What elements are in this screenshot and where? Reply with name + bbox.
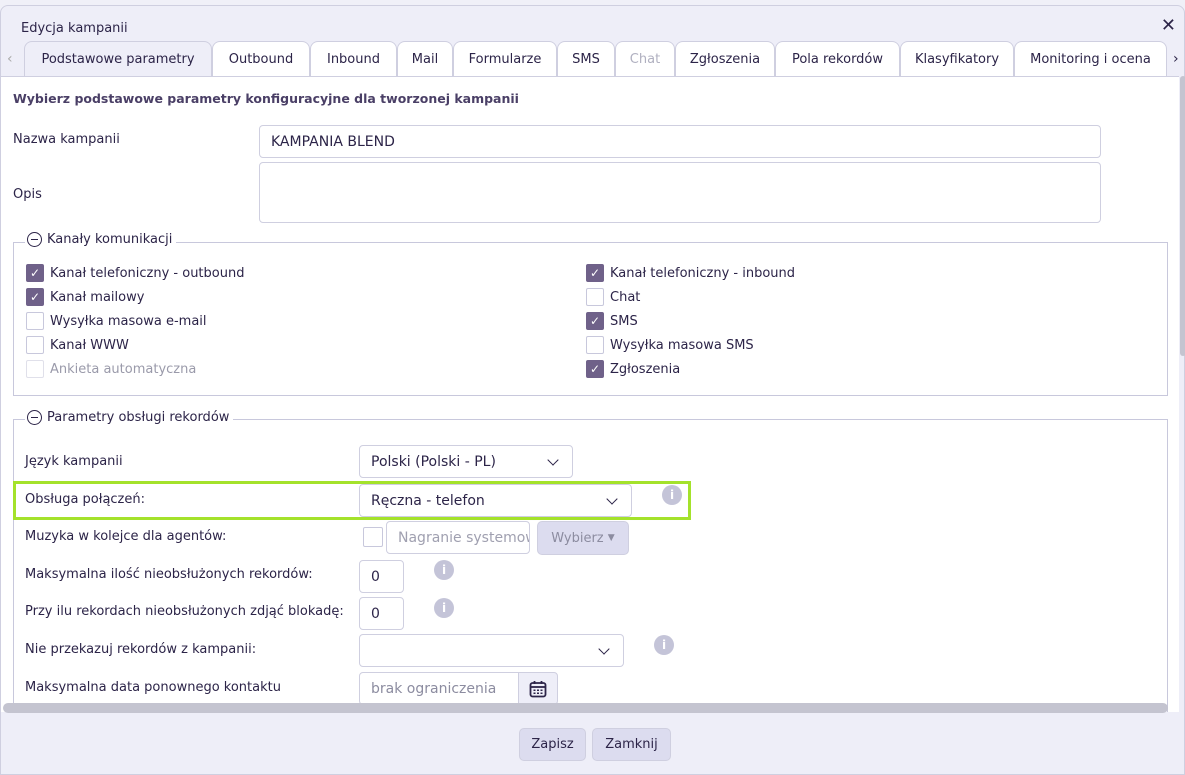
campaign-name-label: Nazwa kampanii (13, 132, 120, 147)
caret-down-icon: ▼ (607, 533, 615, 543)
checkbox-label: Chat (610, 289, 641, 305)
tab-inbound[interactable]: Inbound (310, 41, 397, 77)
channels-legend[interactable]: Kanały komunikacji (25, 232, 177, 247)
tab-content: Wybierz podstawowe parametry konfiguracy… (1, 76, 1179, 712)
checkbox-label: Kanał mailowy (50, 289, 145, 305)
music-input[interactable]: Nagranie systemowe (386, 521, 530, 554)
calendar-button[interactable] (518, 672, 558, 705)
save-button[interactable]: Zapisz (519, 728, 586, 761)
calls-select[interactable]: Ręczna - telefon (359, 484, 632, 517)
info-icon[interactable]: i (654, 635, 674, 655)
checkbox-chat[interactable]: Chat (586, 288, 640, 306)
info-icon[interactable]: i (662, 485, 682, 505)
checkbox-sms[interactable]: ✓ SMS (586, 312, 638, 330)
campaign-name-input[interactable]: KAMPANIA BLEND (259, 125, 1101, 158)
checkbox-box[interactable] (26, 312, 44, 330)
checkbox-box (26, 360, 44, 378)
dialog-title: Edycja kampanii (21, 21, 128, 36)
check-icon[interactable]: ✓ (26, 288, 44, 306)
tab-mail[interactable]: Mail (397, 41, 453, 77)
language-label: Język kampanii (25, 454, 123, 469)
checkbox-label: Wysyłka masowa SMS (610, 337, 754, 353)
check-icon[interactable]: ✓ (26, 264, 44, 282)
no-transfer-label: Nie przekazuj rekordów z kampanii: (25, 642, 257, 657)
no-transfer-select[interactable] (359, 634, 624, 667)
music-checkbox[interactable] (363, 527, 383, 547)
horizontal-scrollbar[interactable] (3, 703, 1168, 713)
collapse-icon[interactable] (27, 232, 42, 247)
check-icon[interactable]: ✓ (586, 312, 604, 330)
checkbox-www[interactable]: Kanał WWW (26, 336, 129, 354)
language-value: Polski (Polski - PL) (371, 453, 496, 470)
checkbox-box[interactable] (586, 288, 604, 306)
info-icon[interactable]: i (434, 598, 454, 618)
info-icon[interactable]: i (434, 560, 454, 580)
chevron-left-icon[interactable]: ‹ (7, 51, 13, 67)
tab-podstawowe-parametry[interactable]: Podstawowe parametry (24, 41, 212, 77)
channels-fieldset (13, 242, 1168, 396)
dialog-window: Edycja kampanii ✕ ‹ Podstawowe parametry… (0, 5, 1185, 775)
tab-zgloszenia[interactable]: Zgłoszenia (675, 41, 775, 77)
collapse-icon[interactable] (27, 410, 42, 425)
tab-formularze[interactable]: Formularze (453, 41, 557, 77)
calls-value: Ręczna - telefon (371, 492, 485, 509)
checkbox-label: Ankieta automatyczna (50, 361, 197, 377)
checkbox-mass-email[interactable]: Wysyłka masowa e-mail (26, 312, 207, 330)
checkbox-outbound[interactable]: ✓ Kanał telefoniczny - outbound (26, 264, 244, 282)
description-label: Opis (13, 187, 42, 202)
checkbox-label: Kanał WWW (50, 337, 129, 353)
records-legend-label: Parametry obsługi rekordów (47, 410, 230, 425)
checkbox-label: Zgłoszenia (610, 361, 681, 377)
checkbox-box[interactable] (26, 336, 44, 354)
choose-button-label: Wybierz (551, 530, 604, 546)
records-legend[interactable]: Parametry obsługi rekordów (25, 410, 234, 425)
checkbox-box[interactable] (586, 336, 604, 354)
tab-monitoring-i-ocena[interactable]: Monitoring i ocena (1014, 41, 1167, 77)
language-select[interactable]: Polski (Polski - PL) (359, 445, 573, 478)
max-unhandled-input[interactable]: 0 (359, 560, 404, 593)
checkbox-label: SMS (610, 313, 638, 329)
checkbox-inbound[interactable]: ✓ Kanał telefoniczny - inbound (586, 264, 795, 282)
tab-chat: Chat (615, 41, 675, 77)
checkbox-tickets[interactable]: ✓ Zgłoszenia (586, 360, 680, 378)
close-icon[interactable]: ✕ (1160, 15, 1176, 36)
channels-legend-label: Kanały komunikacji (47, 232, 173, 247)
choose-button[interactable]: Wybierz ▼ (537, 521, 629, 555)
tab-sms[interactable]: SMS (557, 41, 615, 77)
tab-pola-rekordow[interactable]: Pola rekordów (775, 41, 900, 77)
max-unhandled-label: Maksymalna ilość nieobsłużonych rekordów… (25, 567, 313, 582)
section-heading: Wybierz podstawowe parametry konfiguracy… (13, 91, 519, 106)
chevron-down-icon (547, 453, 559, 466)
checkbox-mass-sms[interactable]: Wysyłka masowa SMS (586, 336, 754, 354)
checkbox-label: Kanał telefoniczny - inbound (610, 265, 796, 281)
chevron-down-icon (598, 642, 610, 655)
max-date-input[interactable]: brak ograniczenia (359, 672, 519, 705)
max-date-label: Maksymalna data ponownego kontaktu (25, 680, 281, 695)
tab-klasyfikatory[interactable]: Klasyfikatory (900, 41, 1014, 77)
checkbox-auto-survey: Ankieta automatyczna (26, 360, 196, 378)
tab-bar: ‹ Podstawowe parametry Outbound Inbound … (1, 41, 1185, 77)
records-fieldset (13, 419, 1168, 712)
calls-label: Obsługa połączeń: (25, 492, 145, 507)
chevron-down-icon (606, 492, 618, 505)
checkbox-label: Kanał telefoniczny - outbound (50, 265, 245, 281)
check-icon[interactable]: ✓ (586, 360, 604, 378)
check-icon[interactable]: ✓ (586, 264, 604, 282)
unlock-label: Przy ilu rekordach nieobsłużonych zdjąć … (25, 604, 344, 619)
checkbox-label: Wysyłka masowa e-mail (50, 313, 207, 329)
music-label: Muzyka w kolejce dla agentów: (25, 529, 227, 544)
unlock-input[interactable]: 0 (359, 597, 404, 630)
description-textarea[interactable] (259, 162, 1101, 223)
tab-outbound[interactable]: Outbound (212, 41, 310, 77)
close-button[interactable]: Zamknij (592, 728, 671, 761)
chevron-right-icon[interactable]: › (1173, 51, 1179, 67)
checkbox-mail[interactable]: ✓ Kanał mailowy (26, 288, 144, 306)
highlight-box (13, 481, 691, 520)
calendar-icon (529, 680, 547, 697)
vertical-scrollbar[interactable] (1180, 76, 1185, 356)
